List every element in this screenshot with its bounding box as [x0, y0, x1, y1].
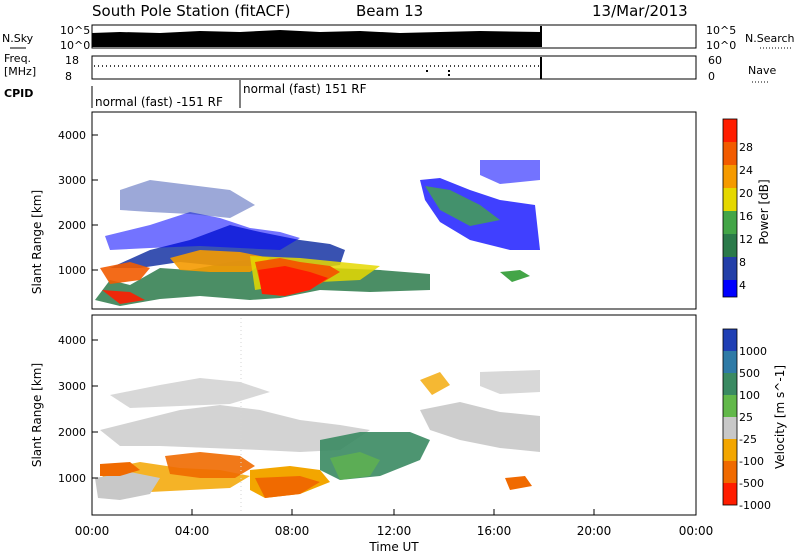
- nsky-panel: N.Sky 10^5 10^0 10^5 10^0 N.Search: [2, 24, 795, 52]
- xtick-4: 16:00: [477, 524, 512, 538]
- nsky-right-tick-bottom: 10^0: [706, 39, 736, 52]
- velocity-cbar-tick-100: 100: [739, 389, 760, 402]
- cpid-segment-2: normal (fast) 151 RF: [243, 82, 367, 96]
- xtick-0: 00:00: [75, 524, 110, 538]
- freq-tick-top: 18: [65, 54, 79, 67]
- power-panel: Slant Range [km] 4000 3000 2000 1000 28 …: [30, 111, 771, 310]
- freq-label-2: [MHz]: [4, 65, 36, 78]
- power-ytick-1000: 1000: [58, 264, 86, 277]
- power-ytick-2000: 2000: [58, 219, 86, 232]
- velocity-ytick-3000: 3000: [58, 380, 86, 393]
- xtick-1: 04:00: [175, 524, 210, 538]
- xtick-5: 20:00: [577, 524, 612, 538]
- cpid-row: CPID normal (fast) -151 RF normal (fast)…: [4, 80, 367, 109]
- beam-title: Beam 13: [356, 2, 423, 20]
- nave-tick-bottom: 0: [708, 70, 715, 83]
- power-cbar-tick-20: 20: [739, 187, 753, 200]
- freq-tick-bottom: 8: [65, 70, 72, 83]
- nave-label: Nave: [748, 64, 776, 77]
- power-ytick-4000: 4000: [58, 129, 86, 142]
- power-data: [95, 160, 540, 306]
- power-cbar-tick-24: 24: [739, 164, 753, 177]
- nsky-tick-bottom: 10^0: [60, 39, 90, 52]
- power-colorbar: 28 24 20 16 12 8 4 Power [dB]: [722, 118, 771, 298]
- cpid-label: CPID: [4, 87, 33, 100]
- xtick-6: 00:00: [679, 524, 714, 538]
- velocity-ylabel: Slant Range [km]: [30, 363, 44, 467]
- velocity-yticks: 4000 3000 2000 1000: [58, 334, 98, 485]
- velocity-data: [95, 318, 540, 512]
- power-cbar-tick-4: 4: [739, 279, 746, 292]
- power-cbar-tick-28: 28: [739, 141, 753, 154]
- freq-label-1: Freq.: [4, 52, 31, 65]
- xtick-3: 12:00: [377, 524, 412, 538]
- velocity-ytick-4000: 4000: [58, 334, 86, 347]
- velocity-colorbar-label: Velocity [m s^-1]: [773, 365, 787, 469]
- velocity-cbar-tick-neg25: -25: [739, 433, 757, 446]
- power-colorbar-label: Power [dB]: [757, 179, 771, 244]
- velocity-colorbar: 1000 500 100 25 -25 -100 -500 -1000 Velo…: [722, 328, 787, 512]
- nsky-right-tick-top: 10^5: [706, 24, 736, 37]
- velocity-panel: Slant Range [km] 4000 3000 2000 1000 100…: [30, 314, 787, 516]
- velocity-cbar-tick-neg1000: -1000: [739, 499, 771, 512]
- xtick-2: 08:00: [275, 524, 310, 538]
- velocity-ytick-1000: 1000: [58, 472, 86, 485]
- power-yticks: 4000 3000 2000 1000: [58, 129, 98, 277]
- xaxis-label: Time UT: [368, 540, 419, 554]
- power-cbar-tick-8: 8: [739, 256, 746, 269]
- cpid-segment-1: normal (fast) -151 RF: [95, 95, 223, 109]
- velocity-cbar-tick-25: 25: [739, 411, 753, 424]
- velocity-ytick-2000: 2000: [58, 426, 86, 439]
- velocity-cbar-tick-1000: 1000: [739, 345, 767, 358]
- velocity-cbar-tick-neg500: -500: [739, 477, 764, 490]
- power-cbar-tick-12: 12: [739, 233, 753, 246]
- nsearch-label: N.Search: [745, 32, 795, 45]
- velocity-cbar-tick-neg100: -100: [739, 455, 764, 468]
- station-title: South Pole Station (fitACF): [92, 2, 290, 20]
- nsky-tick-top: 10^5: [60, 24, 90, 37]
- power-ytick-3000: 3000: [58, 174, 86, 187]
- x-axis: 00:00 04:00 08:00 12:00 16:00 20:00 00:0…: [75, 509, 714, 554]
- power-cbar-tick-16: 16: [739, 210, 753, 223]
- nsky-label: N.Sky: [2, 32, 34, 45]
- power-ylabel: Slant Range [km]: [30, 190, 44, 294]
- velocity-cbar-tick-500: 500: [739, 367, 760, 380]
- date-title: 13/Mar/2013: [592, 2, 688, 20]
- freq-panel: Freq. [MHz] 18 8 60 0 Nave: [4, 52, 776, 83]
- nave-tick-top: 60: [708, 54, 722, 67]
